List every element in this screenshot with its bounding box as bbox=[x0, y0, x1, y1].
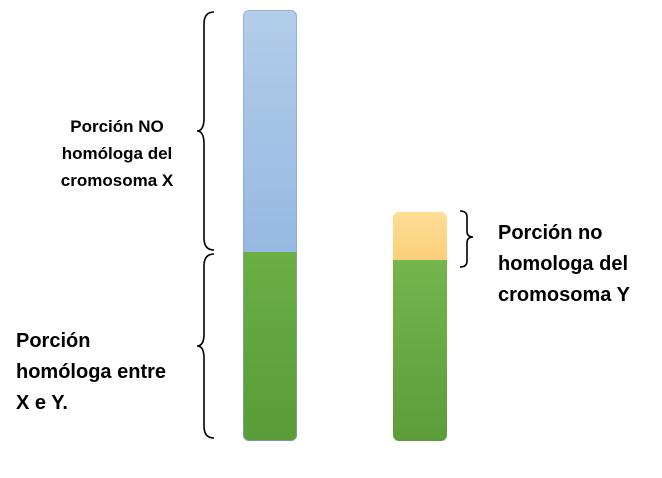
y-nonhomologous-label: Porción no homologa del cromosoma Y bbox=[498, 218, 660, 311]
y-nonhomologous-brace bbox=[459, 210, 474, 268]
y-nonhomologous-label-line-1: Porción no bbox=[498, 222, 603, 244]
homologous-label-line-3: X e Y. bbox=[16, 392, 68, 414]
x-nonhomologous-label-line-2: homóloga del bbox=[61, 144, 173, 163]
homologous-label: Porción homóloga entre X e Y. bbox=[16, 326, 206, 419]
x-homologous-segment bbox=[243, 252, 297, 441]
homologous-brace bbox=[196, 253, 215, 439]
x-nonhomologous-segment bbox=[243, 10, 297, 252]
x-nonhomologous-label-line-1: Porción NO bbox=[70, 117, 164, 136]
x-chromosome bbox=[243, 10, 297, 441]
y-homologous-segment bbox=[393, 260, 447, 441]
y-nonhomologous-label-line-2: homologa del bbox=[498, 253, 628, 275]
x-nonhomologous-label-line-3: cromosoma X bbox=[60, 171, 174, 190]
y-chromosome bbox=[393, 212, 447, 441]
x-nonhomologous-label: Porción NO homóloga del cromosoma X bbox=[38, 113, 196, 194]
homologous-label-line-2: homóloga entre bbox=[16, 361, 167, 383]
y-nonhomologous-label-line-3: cromosoma Y bbox=[498, 284, 630, 306]
x-chromosome-outline bbox=[243, 10, 297, 441]
x-nonhomologous-brace bbox=[196, 11, 215, 251]
homologous-label-line-1: Porción bbox=[16, 330, 91, 352]
y-nonhomologous-segment bbox=[393, 212, 447, 260]
